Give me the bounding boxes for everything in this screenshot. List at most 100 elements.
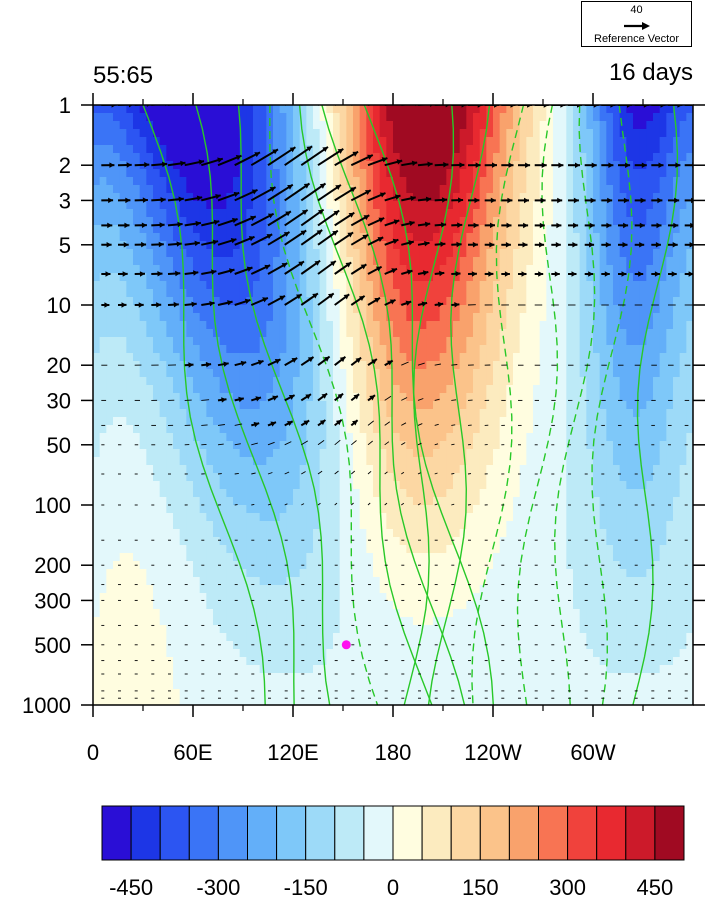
field-cell	[486, 481, 494, 490]
field-cell	[346, 441, 354, 450]
field-cell	[93, 433, 101, 442]
field-cell	[366, 169, 374, 178]
field-cell	[473, 337, 481, 346]
field-cell	[139, 289, 147, 298]
field-cell	[386, 193, 394, 202]
field-cell	[293, 449, 301, 458]
field-cell	[279, 537, 287, 546]
title-left: 55:65	[93, 62, 154, 89]
field-cell	[293, 401, 301, 410]
field-cell	[266, 337, 274, 346]
field-cell	[299, 121, 307, 130]
field-cell	[446, 513, 454, 522]
field-cell	[593, 177, 601, 186]
field-cell	[546, 193, 554, 202]
field-cell	[139, 209, 147, 218]
field-cell	[433, 473, 441, 482]
field-cell	[646, 209, 654, 218]
field-cell	[293, 273, 301, 282]
field-cell	[279, 441, 287, 450]
field-cell	[93, 537, 101, 546]
field-cell	[133, 329, 141, 338]
field-cell	[579, 185, 587, 194]
field-cell	[513, 145, 521, 154]
field-cell	[579, 241, 587, 250]
field-cell	[146, 177, 154, 186]
field-cell	[653, 385, 661, 394]
field-cell	[539, 121, 547, 130]
field-cell	[659, 185, 667, 194]
field-cell	[139, 113, 147, 122]
field-cell	[573, 441, 581, 450]
field-cell	[106, 457, 114, 466]
field-cell	[239, 257, 247, 266]
field-cell	[659, 153, 667, 162]
field-cell	[166, 473, 174, 482]
field-cell	[113, 217, 121, 226]
field-cell	[479, 513, 487, 522]
field-cell	[379, 473, 387, 482]
field-cell	[139, 473, 147, 482]
field-cell	[453, 217, 461, 226]
field-cell	[273, 521, 281, 530]
field-cell	[93, 481, 101, 490]
field-cell	[159, 129, 167, 138]
field-cell	[193, 201, 201, 210]
field-cell	[506, 257, 514, 266]
field-cell	[533, 369, 541, 378]
field-cell	[459, 193, 467, 202]
field-cell	[233, 233, 241, 242]
field-cell	[233, 345, 241, 354]
field-cell	[246, 257, 254, 266]
field-cell	[306, 545, 314, 554]
field-cell	[226, 521, 234, 530]
field-cell	[239, 209, 247, 218]
field-cell	[433, 329, 441, 338]
field-cell	[139, 313, 147, 322]
field-cell	[233, 193, 241, 202]
field-cell	[379, 137, 387, 146]
field-cell	[119, 273, 127, 282]
field-cell	[266, 169, 274, 178]
field-cell	[679, 105, 687, 114]
field-cell	[99, 345, 107, 354]
field-cell	[353, 129, 361, 138]
field-cell	[426, 393, 434, 402]
field-cell	[379, 297, 387, 306]
field-cell	[679, 481, 687, 490]
field-cell	[273, 281, 281, 290]
field-cell	[93, 513, 101, 522]
field-cell	[173, 161, 181, 170]
field-cell	[179, 145, 187, 154]
field-cell	[659, 313, 667, 322]
field-cell	[253, 169, 261, 178]
field-cell	[659, 353, 667, 362]
field-cell	[399, 121, 407, 130]
field-cell	[599, 209, 607, 218]
field-cell	[606, 193, 614, 202]
field-cell	[599, 329, 607, 338]
field-cell	[139, 441, 147, 450]
field-cell	[126, 113, 134, 122]
field-cell	[686, 289, 693, 298]
field-cell	[659, 329, 667, 338]
field-cell	[146, 409, 154, 418]
field-cell	[586, 473, 594, 482]
field-cell	[259, 121, 267, 130]
field-cell	[246, 505, 254, 514]
field-cell	[306, 409, 314, 418]
field-cell	[413, 521, 421, 530]
field-cell	[279, 329, 287, 338]
field-cell	[606, 281, 614, 290]
field-cell	[226, 433, 234, 442]
field-cell	[419, 369, 427, 378]
field-cell	[373, 305, 381, 314]
field-cell	[173, 505, 181, 514]
field-cell	[139, 249, 147, 258]
field-cell	[106, 449, 114, 458]
field-cell	[446, 361, 454, 370]
field-cell	[333, 121, 341, 130]
field-cell	[419, 377, 427, 386]
field-cell	[126, 537, 134, 546]
field-cell	[313, 161, 321, 170]
